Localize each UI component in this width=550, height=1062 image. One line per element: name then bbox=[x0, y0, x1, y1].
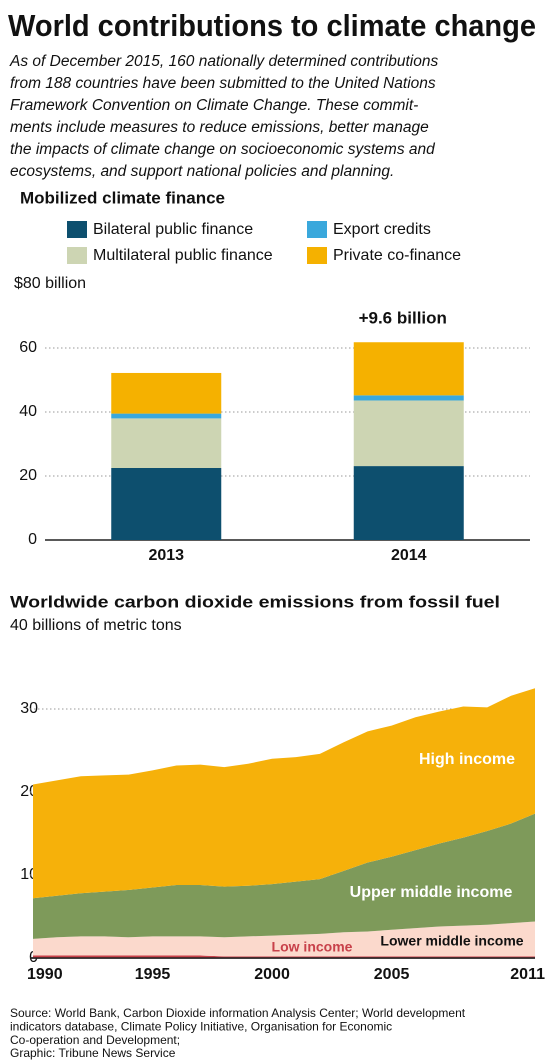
annotation: +9.6 billion bbox=[359, 309, 447, 328]
x-tick-label: 2005 bbox=[374, 966, 410, 983]
bar-segment bbox=[111, 372, 222, 414]
source-line: Graphic: Tribune News Service bbox=[10, 1046, 176, 1060]
x-tick-label: 2011 bbox=[510, 966, 545, 983]
y-tick-label: 30 bbox=[20, 700, 38, 717]
intro-line: from 188 countries have been submitted t… bbox=[10, 75, 436, 92]
intro-line: Framework Convention on Climate Change. … bbox=[10, 97, 418, 114]
area-layer bbox=[33, 921, 535, 957]
intro-line: ecosystems, and support national policie… bbox=[10, 163, 394, 180]
legend-swatch bbox=[67, 247, 87, 264]
source-line: indicators database, Climate Policy Init… bbox=[10, 1019, 392, 1033]
series-label: Lower middle income bbox=[380, 933, 523, 949]
area-layer bbox=[33, 688, 535, 899]
bar-segment bbox=[111, 413, 222, 419]
page-title: World contributions to climate change bbox=[8, 8, 536, 43]
chart-title: Worldwide carbon dioxide emissions from … bbox=[10, 592, 500, 611]
bar-segment bbox=[111, 468, 222, 540]
y-tick-label: 20 bbox=[19, 467, 37, 484]
y-axis-unit-label: $80 billion bbox=[14, 275, 86, 292]
x-tick-label: 2013 bbox=[148, 547, 184, 564]
series-label: High income bbox=[419, 751, 515, 768]
series-label: Low income bbox=[272, 939, 353, 955]
series-label: Upper middle income bbox=[350, 884, 513, 901]
chart-title: Mobilized climate finance bbox=[20, 188, 225, 207]
intro-line: the impacts of climate change on socioec… bbox=[10, 141, 436, 158]
y-tick-label: 60 bbox=[19, 339, 37, 356]
intro-line: As of December 2015, 160 nationally dete… bbox=[9, 53, 438, 70]
legend-swatch bbox=[307, 247, 327, 264]
legend-label: Export credits bbox=[333, 221, 431, 238]
bar-segment bbox=[353, 400, 464, 467]
legend-swatch bbox=[307, 221, 327, 238]
x-tick-label: 2014 bbox=[391, 547, 427, 564]
bar-segment bbox=[353, 466, 464, 540]
legend-swatch bbox=[67, 221, 87, 238]
x-tick-label: 1995 bbox=[135, 966, 171, 983]
bar-segment bbox=[353, 342, 464, 396]
legend-label: Bilateral public finance bbox=[93, 221, 253, 238]
y-tick-label: 0 bbox=[28, 531, 37, 548]
intro-line: ments include measures to reduce emissio… bbox=[10, 119, 429, 136]
y-axis-unit-label: 40 billions of metric tons bbox=[10, 617, 182, 634]
x-tick-label: 2000 bbox=[254, 966, 290, 983]
bar-segment bbox=[353, 395, 464, 401]
source-line: Co-operation and Development; bbox=[10, 1033, 180, 1047]
bar-segment bbox=[111, 418, 222, 468]
y-tick-label: 40 bbox=[19, 403, 37, 420]
legend-label: Multilateral public finance bbox=[93, 247, 273, 264]
source-line: Source: World Bank, Carbon Dioxide infor… bbox=[10, 1006, 466, 1020]
x-tick-label: 1990 bbox=[27, 966, 63, 983]
area-layer bbox=[33, 813, 535, 939]
legend-label: Private co-finance bbox=[333, 247, 461, 264]
